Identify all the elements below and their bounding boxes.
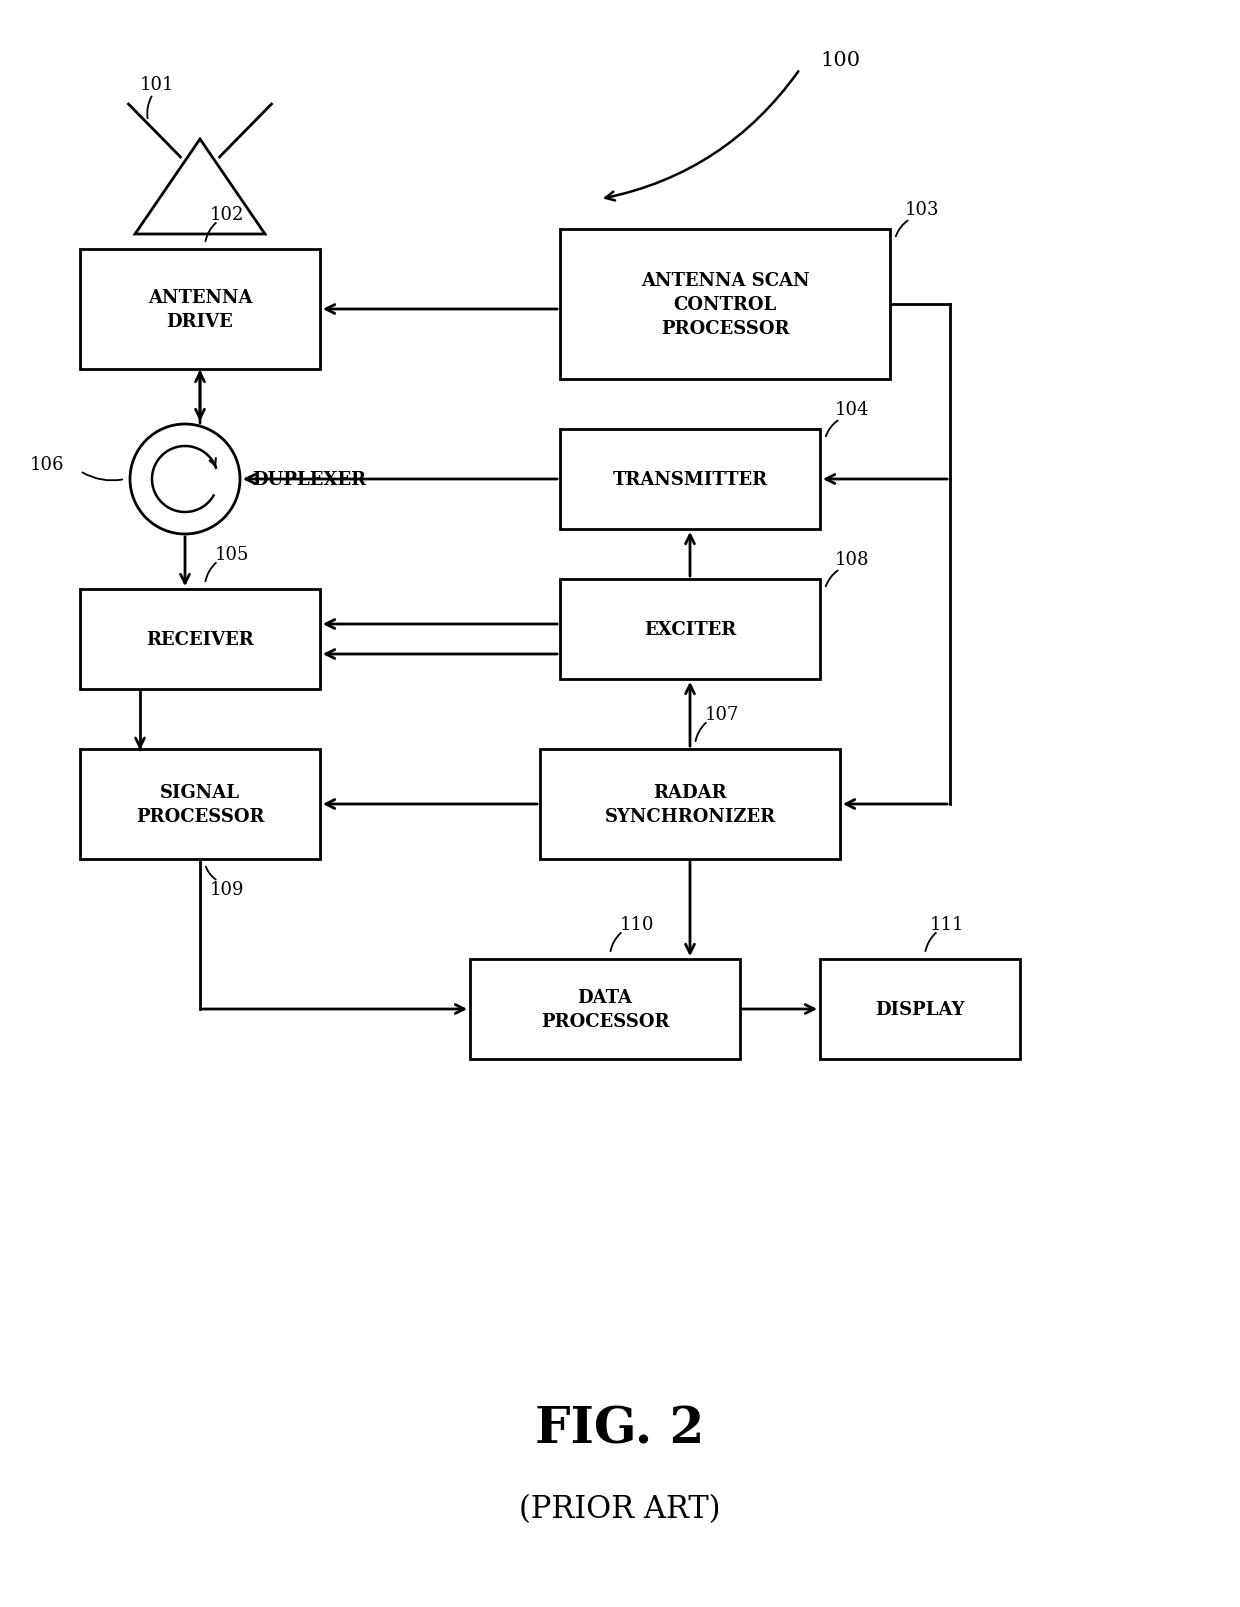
- Text: 110: 110: [620, 916, 655, 934]
- Text: RADAR
SYNCHRONIZER: RADAR SYNCHRONIZER: [604, 784, 775, 826]
- Text: 111: 111: [930, 916, 965, 934]
- Polygon shape: [135, 140, 265, 235]
- Text: ANTENNA SCAN
CONTROL
PROCESSOR: ANTENNA SCAN CONTROL PROCESSOR: [641, 272, 810, 337]
- Text: RECEIVER: RECEIVER: [146, 630, 254, 649]
- Text: 105: 105: [215, 546, 249, 564]
- Ellipse shape: [130, 424, 241, 535]
- Text: SIGNAL
PROCESSOR: SIGNAL PROCESSOR: [135, 784, 264, 826]
- FancyBboxPatch shape: [539, 749, 839, 860]
- Text: 106: 106: [30, 456, 64, 474]
- FancyBboxPatch shape: [81, 749, 320, 860]
- FancyBboxPatch shape: [560, 580, 820, 680]
- Text: 103: 103: [905, 201, 940, 219]
- FancyBboxPatch shape: [81, 590, 320, 689]
- Text: FIG. 2: FIG. 2: [536, 1405, 704, 1454]
- Text: DISPLAY: DISPLAY: [875, 1001, 965, 1019]
- FancyBboxPatch shape: [470, 959, 740, 1059]
- Text: 109: 109: [210, 881, 244, 898]
- Text: TRANSMITTER: TRANSMITTER: [613, 471, 768, 489]
- Text: 100: 100: [820, 50, 861, 69]
- Text: DUPLEXER: DUPLEXER: [252, 471, 366, 489]
- FancyBboxPatch shape: [560, 429, 820, 530]
- Text: 108: 108: [835, 551, 869, 569]
- Text: 101: 101: [140, 76, 175, 93]
- Text: EXCITER: EXCITER: [644, 620, 737, 638]
- FancyBboxPatch shape: [820, 959, 1021, 1059]
- FancyBboxPatch shape: [560, 230, 890, 379]
- Text: (PRIOR ART): (PRIOR ART): [520, 1493, 720, 1525]
- FancyBboxPatch shape: [81, 249, 320, 370]
- Text: 107: 107: [706, 705, 739, 723]
- Text: 104: 104: [835, 400, 869, 419]
- Text: ANTENNA
DRIVE: ANTENNA DRIVE: [148, 289, 252, 331]
- Text: DATA
PROCESSOR: DATA PROCESSOR: [541, 988, 670, 1030]
- Text: 102: 102: [210, 206, 244, 223]
